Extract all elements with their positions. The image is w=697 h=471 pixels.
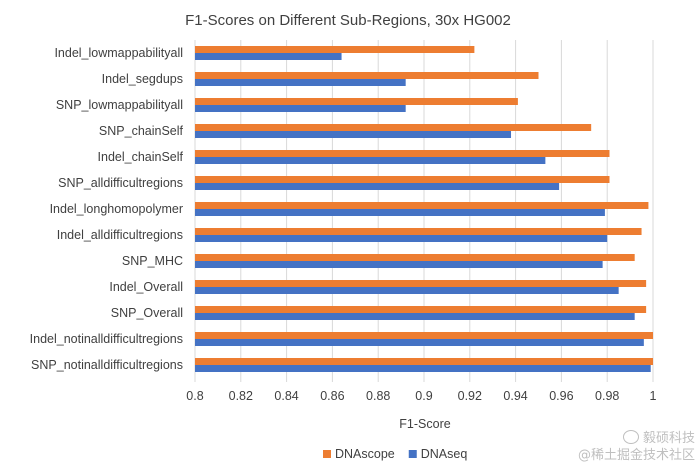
- x-tick-label: 1: [650, 389, 657, 403]
- category-labels: Indel_lowmappabilityall Indel_segdups SNP_…: [30, 46, 184, 372]
- x-tick-label: 0.96: [549, 389, 573, 403]
- x-tick-label: 0.86: [320, 389, 344, 403]
- category-label: SNP_MHC: [122, 254, 183, 268]
- watermark-line1: 毅硕科技: [642, 431, 695, 446]
- bars: [195, 46, 653, 372]
- bar-dnascope-indel_lowmappabilityall: [195, 46, 475, 53]
- x-tick-label: 0.82: [229, 389, 253, 403]
- bar-dnascope-indel_segdups: [195, 72, 539, 79]
- x-tick-label: 0.84: [274, 389, 298, 403]
- bar-dnaseq-snp_chainself: [195, 131, 512, 138]
- chat-bubble-icon: [622, 430, 639, 444]
- watermark-line2: @稀土掘金技术社区: [577, 448, 695, 463]
- bar-dnascope-indel_notinalldifficultregions: [195, 332, 653, 339]
- category-label: Indel_lowmappabilityall: [54, 46, 183, 60]
- category-label: Indel_segdups: [102, 72, 183, 86]
- x-tick-label: 0.98: [595, 389, 619, 403]
- category-label: Indel_chainSelf: [98, 150, 184, 164]
- bar-dnascope-indel_alldifficultregions: [195, 228, 642, 235]
- bar-dnaseq-indel_longhomopolymer: [195, 209, 605, 216]
- category-label: SNP_notinalldifficultregions: [31, 358, 183, 372]
- bar-dnaseq-snp_overall: [195, 313, 635, 320]
- x-tick-labels: 0.8 0.82 0.84 0.86 0.88 0.9 0.92 0.94 0.96 0.98 1: [186, 389, 656, 403]
- legend-label-dnaseq: DNAseq: [421, 447, 468, 461]
- category-label: Indel_alldifficultregions: [57, 228, 183, 242]
- bar-dnascope-snp_chainself: [195, 124, 592, 131]
- category-label: Indel_longhomopolymer: [50, 202, 183, 216]
- bar-dnaseq-indel_overall: [195, 287, 619, 294]
- x-tick-label: 0.92: [458, 389, 482, 403]
- bar-dnaseq-indel_lowmappabilityall: [195, 53, 342, 60]
- x-tick-label: 0.8: [186, 389, 203, 403]
- category-label: SNP_alldifficultregions: [58, 176, 183, 190]
- category-label: Indel_notinalldifficultregions: [30, 332, 183, 346]
- x-axis-title: F1-Score: [399, 417, 450, 431]
- bar-dnascope-snp_lowmappabilityall: [195, 98, 518, 105]
- legend-swatch-dnascope: [323, 450, 331, 458]
- watermark: 毅硕科技 @稀土掘金技术社区: [567, 430, 695, 468]
- category-label: SNP_Overall: [111, 306, 183, 320]
- category-label: SNP_chainSelf: [99, 124, 184, 138]
- bar-dnaseq-indel_segdups: [195, 79, 406, 86]
- bar-dnaseq-snp_lowmappabilityall: [195, 105, 406, 112]
- category-label: Indel_Overall: [109, 280, 183, 294]
- bar-dnaseq-indel_chainself: [195, 157, 546, 164]
- legend-label-dnascope: DNAscope: [335, 447, 395, 461]
- bar-dnascope-snp_overall: [195, 306, 647, 313]
- bar-dnascope-indel_longhomopolymer: [195, 202, 649, 209]
- bar-dnascope-indel_chainself: [195, 150, 610, 157]
- bar-dnaseq-snp_alldifficultregions: [195, 183, 560, 190]
- bar-dnascope-snp_mhc: [195, 254, 635, 261]
- bar-dnascope-snp_alldifficultregions: [195, 176, 610, 183]
- category-label: SNP_lowmappabilityall: [56, 98, 183, 112]
- bar-dnascope-snp_notinalldifficultregions: [195, 358, 653, 365]
- bar-dnaseq-snp_notinalldifficultregions: [195, 365, 651, 372]
- bar-dnaseq-snp_mhc: [195, 261, 603, 268]
- bar-dnascope-indel_overall: [195, 280, 647, 287]
- legend: DNAscope DNAseq: [323, 447, 467, 461]
- bar-dnaseq-indel_notinalldifficultregions: [195, 339, 644, 346]
- legend-swatch-dnaseq: [408, 450, 417, 458]
- x-tick-label: 0.88: [366, 389, 390, 403]
- bar-dnaseq-indel_alldifficultregions: [195, 235, 608, 242]
- x-tick-label: 0.9: [415, 389, 432, 403]
- chart-title: F1-Scores on Different Sub-Regions, 30x …: [185, 12, 511, 29]
- x-tick-label: 0.94: [503, 389, 527, 403]
